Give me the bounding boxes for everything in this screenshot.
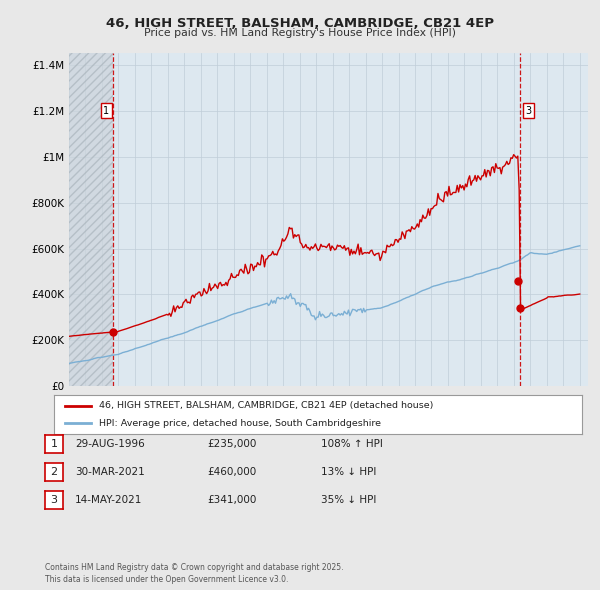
Text: 1: 1 <box>50 439 58 448</box>
Text: £235,000: £235,000 <box>207 439 256 448</box>
Text: Price paid vs. HM Land Registry's House Price Index (HPI): Price paid vs. HM Land Registry's House … <box>144 28 456 38</box>
Text: 46, HIGH STREET, BALSHAM, CAMBRIDGE, CB21 4EP (detached house): 46, HIGH STREET, BALSHAM, CAMBRIDGE, CB2… <box>99 401 433 410</box>
Text: 108% ↑ HPI: 108% ↑ HPI <box>321 439 383 448</box>
Text: 13% ↓ HPI: 13% ↓ HPI <box>321 467 376 477</box>
Text: 29-AUG-1996: 29-AUG-1996 <box>75 439 145 448</box>
Text: HPI: Average price, detached house, South Cambridgeshire: HPI: Average price, detached house, Sout… <box>99 419 381 428</box>
Text: 3: 3 <box>50 496 58 505</box>
Text: 1: 1 <box>103 106 109 116</box>
Text: 2: 2 <box>50 467 58 477</box>
Text: 30-MAR-2021: 30-MAR-2021 <box>75 467 145 477</box>
Text: £460,000: £460,000 <box>207 467 256 477</box>
Text: Contains HM Land Registry data © Crown copyright and database right 2025.
This d: Contains HM Land Registry data © Crown c… <box>45 563 343 584</box>
Text: 35% ↓ HPI: 35% ↓ HPI <box>321 496 376 505</box>
Text: 46, HIGH STREET, BALSHAM, CAMBRIDGE, CB21 4EP: 46, HIGH STREET, BALSHAM, CAMBRIDGE, CB2… <box>106 17 494 30</box>
Bar <box>69 53 113 386</box>
Text: 3: 3 <box>525 106 531 116</box>
Text: £341,000: £341,000 <box>207 496 256 505</box>
Text: 14-MAY-2021: 14-MAY-2021 <box>75 496 142 505</box>
